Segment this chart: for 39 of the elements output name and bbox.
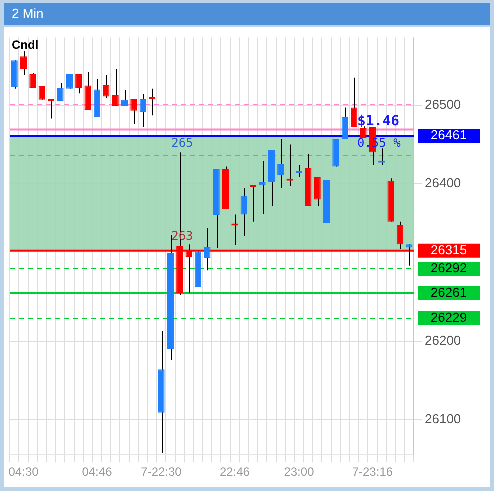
x-tick-label: 7-23:16 (352, 465, 394, 480)
x-tick-label: 04:30 (8, 465, 40, 480)
chart-subtitle: Cndl (12, 38, 39, 52)
ref-line-label: 26461 (430, 128, 468, 143)
x-tick-label: 04:46 (82, 465, 113, 480)
y-tick-label: 26100 (425, 412, 462, 427)
candlestick (240, 188, 248, 236)
candlestick (38, 86, 46, 100)
y-tick-label: 26400 (425, 176, 462, 191)
candlestick (259, 160, 266, 214)
candlestick (278, 138, 284, 189)
ref-line-label: 26315 (430, 242, 468, 258)
annotation: $1.46 (357, 114, 400, 130)
candlestick (48, 100, 55, 120)
y-tick-label: 26500 (425, 97, 462, 112)
candlestick (130, 98, 138, 125)
candlestick (121, 90, 128, 107)
y-tick-label: 26200 (425, 332, 462, 348)
candlestick (103, 75, 110, 99)
annotation: 265 (172, 136, 194, 150)
candlestick (76, 73, 82, 94)
candlestick (406, 244, 413, 266)
x-tick-label: 22:46 (220, 465, 250, 480)
ref-line-label: 26261 (430, 284, 468, 300)
candlestick (112, 68, 119, 107)
candlestick (351, 77, 358, 128)
ref-line-label: 26229 (430, 310, 468, 326)
candlestick (84, 72, 92, 111)
candlestick (140, 94, 146, 128)
x-tick-label: 23:00 (284, 465, 315, 480)
x-tick-label: 7-22:30 (141, 465, 182, 480)
candlestick (342, 107, 348, 140)
candlestick (204, 228, 211, 272)
candlestick (20, 50, 28, 76)
candlestick (57, 82, 64, 102)
candlestick (30, 72, 36, 89)
chart-title: 2 Min (4, 3, 490, 25)
ref-line-label: 26292 (430, 260, 468, 276)
candlestick (314, 176, 321, 207)
